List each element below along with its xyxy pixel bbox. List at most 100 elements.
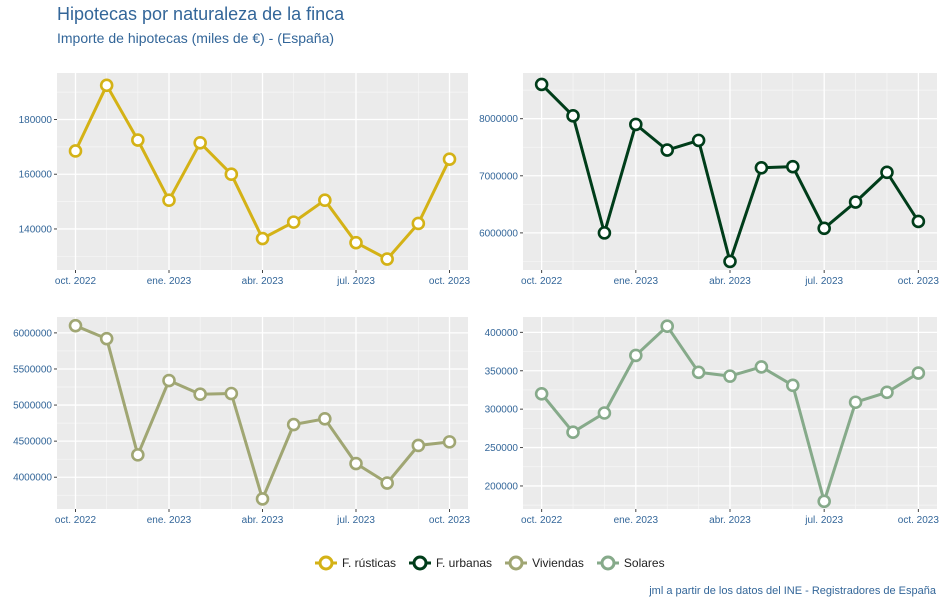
y-tick-label: 4000000 (13, 473, 52, 484)
data-point-f-rusticas (68, 144, 83, 158)
x-tick-label: oct. 2022 (55, 276, 97, 287)
data-point-f-rusticas (442, 152, 457, 166)
legend-item-f-urbanas: F. urbanas (408, 553, 492, 573)
data-point-f-rusticas (162, 193, 176, 208)
data-point-f-urbanas (723, 254, 737, 269)
data-point-f-urbanas (785, 159, 800, 174)
panel-solares: 200000 250000 300000 350000 400000 oct. 2022 e… (485, 317, 940, 526)
data-point-solares (785, 378, 800, 393)
data-point-solares (817, 494, 831, 509)
legend-item-solares: Solares (596, 553, 665, 573)
y-tick-label: 8000000 (479, 114, 518, 125)
data-point-f-rusticas (411, 216, 426, 231)
legend-label-viviendas: Viviendas (532, 556, 584, 570)
x-tick-label: ene. 2023 (147, 515, 192, 526)
x-tick-label: jul. 2023 (336, 515, 375, 526)
panel-f-urbanas: 6000000 7000000 8000000 oct. 2022 ene. 2023 a… (479, 73, 939, 287)
chart-title: Hipotecas por naturaleza de la finca (57, 4, 345, 24)
x-tick-label: abr. 2023 (709, 515, 751, 526)
data-point-f-rusticas (286, 215, 301, 229)
x-tick-label: jul. 2023 (804, 276, 843, 287)
legend: F. rústicas F. urbanas Viviendas Solares (314, 552, 677, 574)
data-point-f-rusticas (349, 235, 363, 250)
x-tick-label: oct. 2022 (55, 515, 97, 526)
legend-key-f-rusticas (315, 555, 337, 571)
data-point-viviendas (380, 476, 394, 490)
chart-subtitle: Importe de hipotecas (miles de €) - (Esp… (57, 30, 335, 46)
x-tick-label: ene. 2023 (614, 515, 659, 526)
y-tick-label: 200000 (485, 481, 519, 492)
data-point-solares (723, 369, 737, 383)
data-point-viviendas (224, 386, 239, 401)
legend-item-f-rusticas: F. rústicas (314, 553, 396, 573)
panel-f-rusticas: 140000 160000 180000 oct. 2022 ene. 2023 abr.… (19, 73, 471, 287)
data-point-solares (848, 395, 863, 410)
data-point-f-rusticas (131, 133, 145, 147)
data-point-viviendas (68, 318, 83, 333)
x-tick-label: ene. 2023 (147, 276, 192, 287)
data-point-viviendas (255, 492, 270, 506)
data-point-f-rusticas (99, 78, 114, 93)
data-point-solares (629, 348, 643, 363)
data-point-f-urbanas (534, 77, 549, 92)
data-point-f-urbanas (754, 160, 769, 175)
y-tick-label: 140000 (19, 224, 53, 235)
panel-viviendas: 4000000 4500000 5000000 5500000 6000000 oct. … (13, 317, 471, 526)
data-point-f-rusticas (224, 167, 239, 182)
data-point-viviendas (131, 448, 145, 462)
x-tick-label: abr. 2023 (709, 276, 751, 287)
y-tick-label: 400000 (485, 328, 519, 339)
data-point-f-urbanas (660, 143, 675, 157)
data-point-viviendas (286, 417, 301, 432)
legend-label-f-urbanas: F. urbanas (436, 556, 493, 570)
data-point-solares (754, 360, 769, 374)
data-point-viviendas (162, 373, 176, 388)
chart-panels: 140000 160000 180000 oct. 2022 ene. 2023 abr.… (13, 73, 940, 526)
data-point-solares (534, 386, 549, 401)
y-tick-label: 4500000 (13, 437, 52, 448)
x-tick-label: oct. 2022 (521, 515, 563, 526)
data-point-solares (660, 319, 675, 334)
x-tick-label: jul. 2023 (804, 515, 843, 526)
data-point-solares (911, 366, 926, 380)
y-tick-label: 6000000 (479, 228, 518, 239)
x-tick-label: oct. 2023 (898, 276, 940, 287)
x-tick-label: oct. 2023 (898, 515, 940, 526)
data-point-f-urbanas (629, 117, 643, 132)
data-point-f-urbanas (691, 133, 706, 148)
data-point-f-rusticas (380, 252, 394, 266)
data-point-viviendas (318, 411, 332, 426)
data-point-f-urbanas (566, 109, 580, 123)
x-tick-label: abr. 2023 (242, 276, 284, 287)
data-point-viviendas (442, 435, 457, 449)
y-tick-label: 300000 (485, 405, 519, 416)
data-point-viviendas (411, 438, 426, 453)
data-point-f-rusticas (255, 231, 270, 246)
data-point-solares (691, 365, 706, 380)
y-tick-label: 7000000 (479, 171, 518, 182)
data-point-f-urbanas (848, 195, 863, 209)
legend-label-f-rusticas: F. rústicas (342, 556, 397, 570)
x-tick-label: oct. 2023 (429, 515, 471, 526)
x-tick-label: oct. 2023 (429, 276, 471, 287)
data-point-viviendas (193, 387, 207, 402)
data-point-viviendas (99, 331, 114, 346)
data-point-solares (597, 406, 612, 420)
legend-key-solares (596, 555, 619, 571)
data-point-f-urbanas (817, 221, 831, 236)
data-point-f-urbanas (911, 214, 926, 229)
x-tick-label: oct. 2022 (521, 276, 563, 287)
data-point-f-rusticas (318, 193, 332, 208)
y-tick-label: 6000000 (13, 328, 52, 339)
x-tick-label: ene. 2023 (614, 276, 659, 287)
legend-label-solares: Solares (623, 556, 665, 570)
legend-item-viviendas: Viviendas (504, 553, 584, 573)
y-tick-label: 350000 (485, 366, 519, 377)
legend-key-f-urbanas (409, 555, 432, 571)
y-tick-label: 5000000 (13, 401, 52, 412)
data-point-solares (880, 385, 894, 400)
y-tick-label: 5500000 (13, 364, 52, 375)
data-point-f-rusticas (193, 135, 207, 150)
data-point-f-urbanas (880, 165, 894, 180)
x-tick-label: abr. 2023 (242, 515, 284, 526)
